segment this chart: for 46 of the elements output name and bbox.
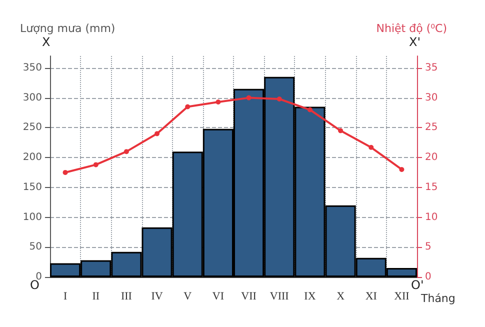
x-tick-label: XI — [365, 290, 378, 302]
point — [62, 170, 68, 175]
text: O' — [411, 278, 424, 292]
y2-tick-label: 20 — [425, 152, 438, 164]
y-axis-title: Lượng mưa (mm) — [20, 22, 116, 35]
x-tick-label: III — [120, 290, 132, 302]
x-axis-title: Tháng — [420, 292, 456, 305]
text: X — [42, 35, 50, 49]
y2-tick-label: 10 — [425, 212, 438, 223]
y-tick-label: 300 — [22, 92, 42, 104]
x-tick-label: V — [184, 290, 192, 302]
point — [276, 96, 282, 102]
point — [185, 104, 190, 110]
x-tick-label: IX — [304, 290, 316, 302]
y2-tick-label: 35 — [425, 62, 438, 74]
point — [93, 162, 98, 168]
point — [338, 128, 344, 134]
y2-tick-label: 15 — [425, 182, 438, 193]
text: O — [30, 278, 40, 292]
y-tick-label: 250 — [22, 122, 42, 134]
point — [124, 149, 129, 154]
y2-axis-title: Nhiệt độ (⁰C) — [376, 22, 447, 35]
point — [368, 144, 374, 150]
point — [154, 131, 160, 136]
x-tick-label: XII — [394, 290, 410, 302]
x-tick-label: IV — [151, 290, 163, 302]
y-tick-label: 350 — [22, 62, 42, 74]
y2-tick-label: 30 — [425, 92, 438, 104]
point — [307, 107, 312, 112]
x-tick-label: VI — [212, 290, 224, 302]
x-tick-label: VII — [241, 290, 257, 302]
x-tick-label: X — [336, 290, 345, 302]
y2-tick-label: 5 — [425, 242, 432, 253]
text: X' — [409, 35, 421, 49]
y2-tick-label: 0 — [425, 272, 432, 282]
point — [246, 95, 252, 100]
y-tick-label: 100 — [22, 212, 42, 223]
x-tick-label: II — [92, 290, 100, 302]
y-tick-label: 50 — [29, 242, 42, 253]
y2-tick-label: 25 — [425, 122, 438, 134]
point — [216, 99, 221, 104]
point — [399, 166, 404, 172]
x-tick-label: I — [63, 290, 68, 302]
x-tick-label: VIII — [270, 290, 290, 302]
y-tick-label: 150 — [22, 182, 42, 193]
y-tick-label: 200 — [22, 152, 42, 164]
